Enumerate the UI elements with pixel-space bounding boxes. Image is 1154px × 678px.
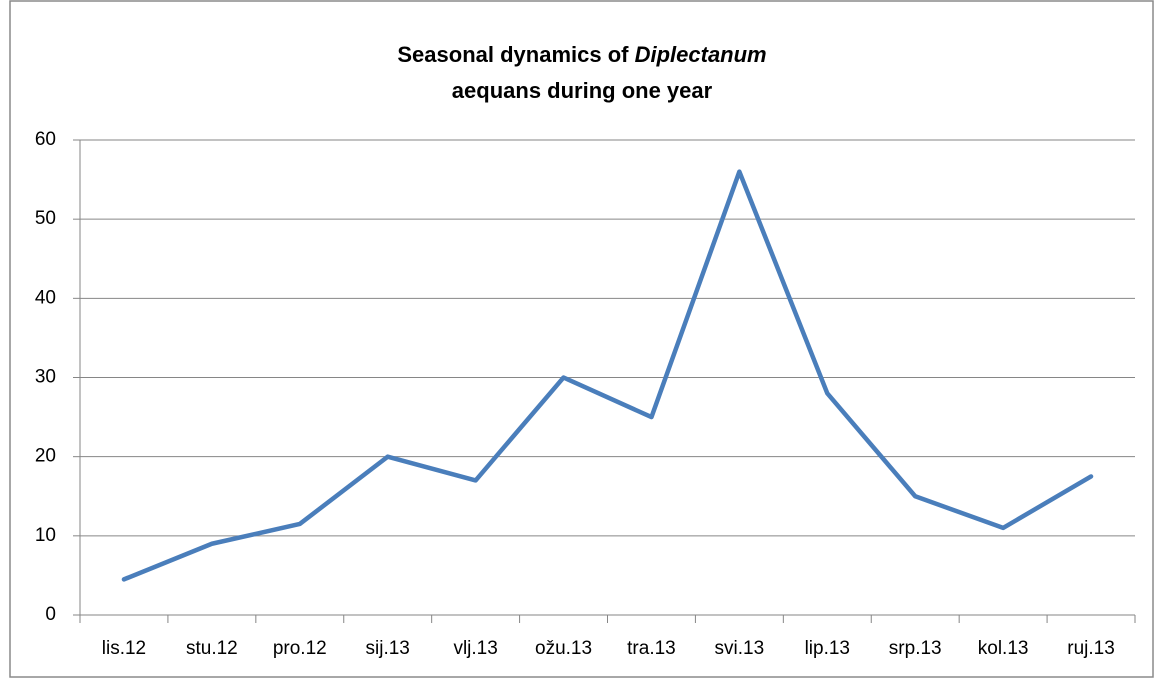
x-tick-label: kol.13 bbox=[978, 638, 1029, 659]
x-tick-label: tra.13 bbox=[627, 638, 676, 659]
x-tick-label: lip.13 bbox=[805, 638, 850, 659]
line-series bbox=[121, 169, 1094, 582]
chart-frame bbox=[9, 0, 1154, 678]
x-tick-label: ožu.13 bbox=[535, 638, 592, 659]
x-tick-label: ruj.13 bbox=[1067, 638, 1115, 659]
y-tick-label: 60 bbox=[35, 129, 56, 150]
y-tick-label: 20 bbox=[35, 446, 56, 467]
x-tick-label: vlj.13 bbox=[453, 638, 497, 659]
y-tick-label: 40 bbox=[35, 287, 56, 308]
x-tick-label: srp.13 bbox=[889, 638, 942, 659]
y-tick-label: 30 bbox=[35, 367, 56, 388]
title-part: Diplectanum bbox=[635, 42, 767, 67]
x-tick-label: stu.12 bbox=[186, 638, 238, 659]
chart-title: Seasonal dynamics of Diplectanum aequans … bbox=[397, 42, 766, 103]
x-tick-label: svi.13 bbox=[715, 638, 765, 659]
y-tick-label: 10 bbox=[35, 525, 56, 546]
title-part: Seasonal dynamics of bbox=[397, 42, 629, 67]
y-tick-label: 0 bbox=[45, 604, 56, 625]
x-tick-label: pro.12 bbox=[273, 638, 327, 659]
x-tick-label: lis.12 bbox=[102, 638, 146, 659]
title-part: aequans during one year bbox=[452, 78, 713, 103]
x-tick-label: sij.13 bbox=[366, 638, 410, 659]
y-tick-label: 50 bbox=[35, 208, 56, 229]
